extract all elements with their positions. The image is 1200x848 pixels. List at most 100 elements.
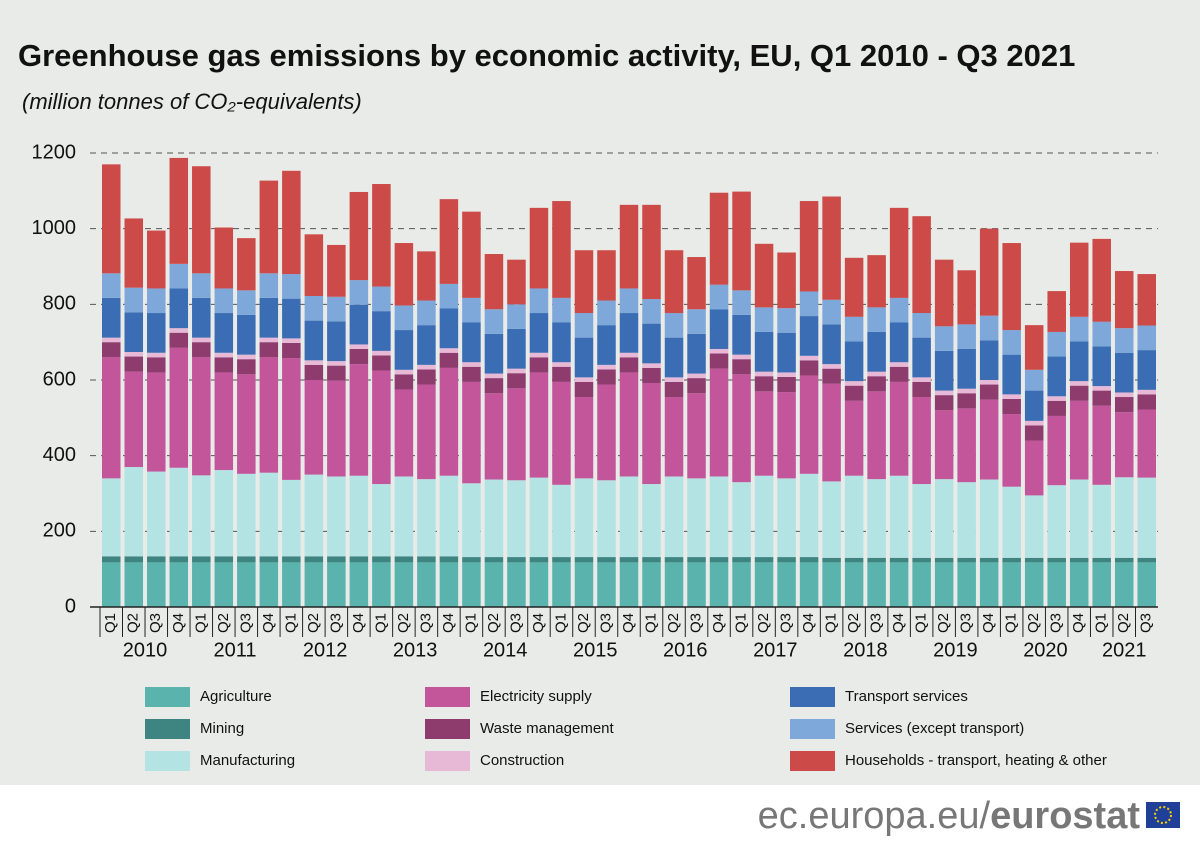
- bar-segment: [169, 562, 189, 607]
- bar-segment: [529, 207, 549, 289]
- bar-segment: [957, 393, 976, 409]
- bar-segment: [102, 164, 121, 274]
- bar-segment: [822, 299, 841, 325]
- bar-segment: [912, 562, 931, 607]
- legend-swatch: [790, 687, 835, 707]
- bar-segment: [462, 362, 481, 367]
- bar-segment: [439, 367, 459, 476]
- y-tick-label: 800: [43, 293, 76, 315]
- bar-segment: [394, 305, 414, 331]
- year-label: 2014: [483, 639, 528, 661]
- chart-title: Greenhouse gas emissions by economic act…: [18, 38, 1075, 73]
- bar-segment: [529, 357, 549, 373]
- bar-segment: [1024, 425, 1044, 441]
- footer-band: [0, 785, 1200, 848]
- bar-segment: [124, 467, 144, 557]
- bar-segment: [304, 474, 324, 557]
- bar-segment: [844, 562, 864, 607]
- bar-segment: [574, 562, 594, 607]
- bar-segment: [552, 562, 571, 607]
- bar-segment: [147, 471, 166, 557]
- bar-segment: [642, 484, 661, 558]
- bar-segment: [867, 562, 886, 607]
- x-tick-label: Q4: [800, 613, 817, 633]
- bar-segment: [1047, 485, 1066, 558]
- x-tick-label: Q2: [755, 613, 772, 633]
- bar-segment: [1047, 415, 1066, 486]
- bar-segment: [417, 300, 436, 326]
- bar-segment: [552, 201, 571, 298]
- bar-segment: [844, 381, 864, 386]
- bar-segment: [664, 397, 684, 477]
- bar-segment: [1114, 557, 1134, 563]
- bar-segment: [754, 557, 774, 563]
- bar-segment: [1137, 394, 1156, 410]
- bar-segment: [484, 479, 504, 558]
- legend-label: Agriculture: [200, 688, 272, 705]
- bar-segment: [1092, 346, 1111, 387]
- bar-segment: [687, 309, 706, 334]
- bar-segment: [1092, 238, 1111, 322]
- x-tick-label: Q2: [485, 613, 502, 633]
- x-tick-label: Q4: [350, 613, 367, 633]
- bar-segment: [822, 324, 841, 365]
- bar-segment: [124, 352, 144, 357]
- bar-segment: [529, 372, 549, 478]
- x-tick-label: Q3: [237, 613, 254, 633]
- bar-segment: [732, 359, 751, 375]
- x-tick-label: Q3: [147, 613, 164, 633]
- x-tick-label: Q4: [530, 613, 547, 633]
- bar-segment: [732, 314, 751, 355]
- bar-segment: [237, 359, 256, 375]
- bar-segment: [349, 191, 369, 281]
- bar-segment: [417, 364, 436, 370]
- bar-segment: [169, 332, 189, 348]
- bar-segment: [979, 557, 999, 563]
- legend-label: Services (except transport): [845, 720, 1024, 737]
- legend-swatch: [425, 719, 470, 739]
- bar-segment: [777, 557, 796, 563]
- bar-segment: [912, 381, 931, 398]
- bar-segment: [169, 288, 189, 329]
- bar-segment: [304, 380, 324, 475]
- bar-segment: [372, 355, 391, 371]
- footer-brand: eurostat: [990, 795, 1140, 837]
- bar-segment: [372, 350, 391, 356]
- bar-segment: [282, 274, 301, 299]
- bar-segment: [754, 371, 774, 377]
- bar-segment: [169, 556, 189, 563]
- bar-segment: [777, 308, 796, 333]
- bar-segment: [889, 562, 909, 607]
- bar-segment: [1002, 243, 1021, 331]
- x-tick-label: Q1: [642, 613, 659, 633]
- year-label: 2016: [663, 639, 708, 661]
- bar-segment: [777, 252, 796, 309]
- bar-segment: [259, 342, 279, 358]
- bar-segment: [597, 325, 616, 365]
- bar-segment: [507, 373, 526, 389]
- x-tick-label: Q4: [260, 613, 277, 633]
- eu-flag: [1146, 802, 1180, 828]
- bar-segment: [237, 562, 256, 607]
- bar-segment: [484, 373, 504, 379]
- bar-segment: [642, 367, 661, 384]
- bar-segment: [214, 470, 234, 557]
- year-label: 2020: [1023, 639, 1068, 661]
- bar-segment: [237, 314, 256, 355]
- bar-segment: [642, 323, 661, 364]
- bar-segment: [1114, 412, 1134, 478]
- bar-segment: [1002, 486, 1021, 558]
- bar-segment: [1047, 557, 1066, 563]
- bar-segment: [642, 557, 661, 563]
- bar-segment: [552, 484, 571, 558]
- bar-segment: [327, 361, 346, 366]
- x-tick-label: Q1: [552, 613, 569, 633]
- bar-segment: [754, 376, 774, 392]
- bar-segment: [1137, 557, 1156, 563]
- bar-segment: [957, 348, 976, 389]
- bar-segment: [934, 390, 954, 396]
- bar-segment: [214, 562, 234, 607]
- bar-segment: [597, 300, 616, 326]
- bar-segment: [102, 337, 121, 343]
- bar-segment: [1024, 420, 1044, 426]
